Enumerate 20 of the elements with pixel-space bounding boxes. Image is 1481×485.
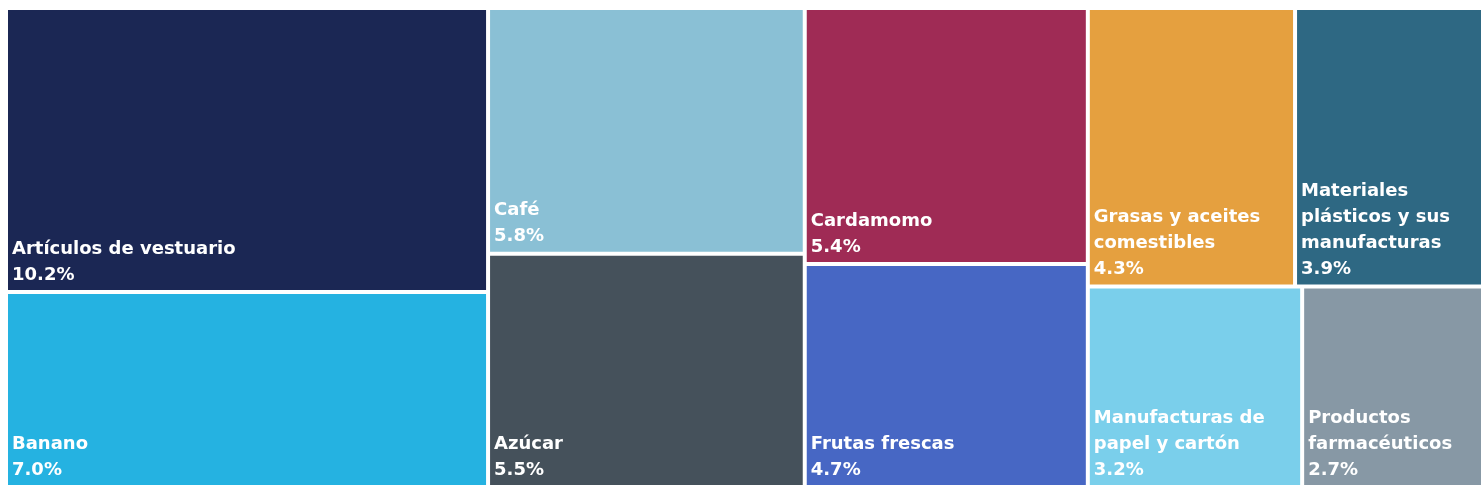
data-label: 4.7% (810, 457, 861, 479)
category-label: Banano (12, 431, 89, 453)
data-label: 3.9% (1301, 257, 1351, 279)
category-label: Materiales plásticos y sus manufacturas (1301, 179, 1457, 253)
data-label: 2.7% (1308, 457, 1359, 479)
data-label: 5.4% (810, 234, 861, 256)
category-label: Frutas frescas (810, 431, 955, 453)
data-label: 3.2% (1093, 457, 1144, 479)
category-label: Manufacturas de papel y cartón (1093, 405, 1271, 453)
data-label: 7.0% (12, 457, 62, 479)
category-label: Artículos de vestuario (12, 236, 236, 258)
data-label: 5.5% (494, 457, 544, 479)
category-label: Cardamomo (810, 208, 933, 230)
category-label: Azúcar (494, 431, 564, 453)
category-label: Productos farmacéuticos (1308, 405, 1453, 453)
category-label: Café (494, 198, 540, 220)
data-label: 4.3% (1093, 257, 1144, 279)
data-label: 10.2% (12, 262, 75, 284)
data-label: 5.8% (494, 224, 544, 246)
category-label: Grasas y aceites comestibles (1093, 205, 1267, 253)
